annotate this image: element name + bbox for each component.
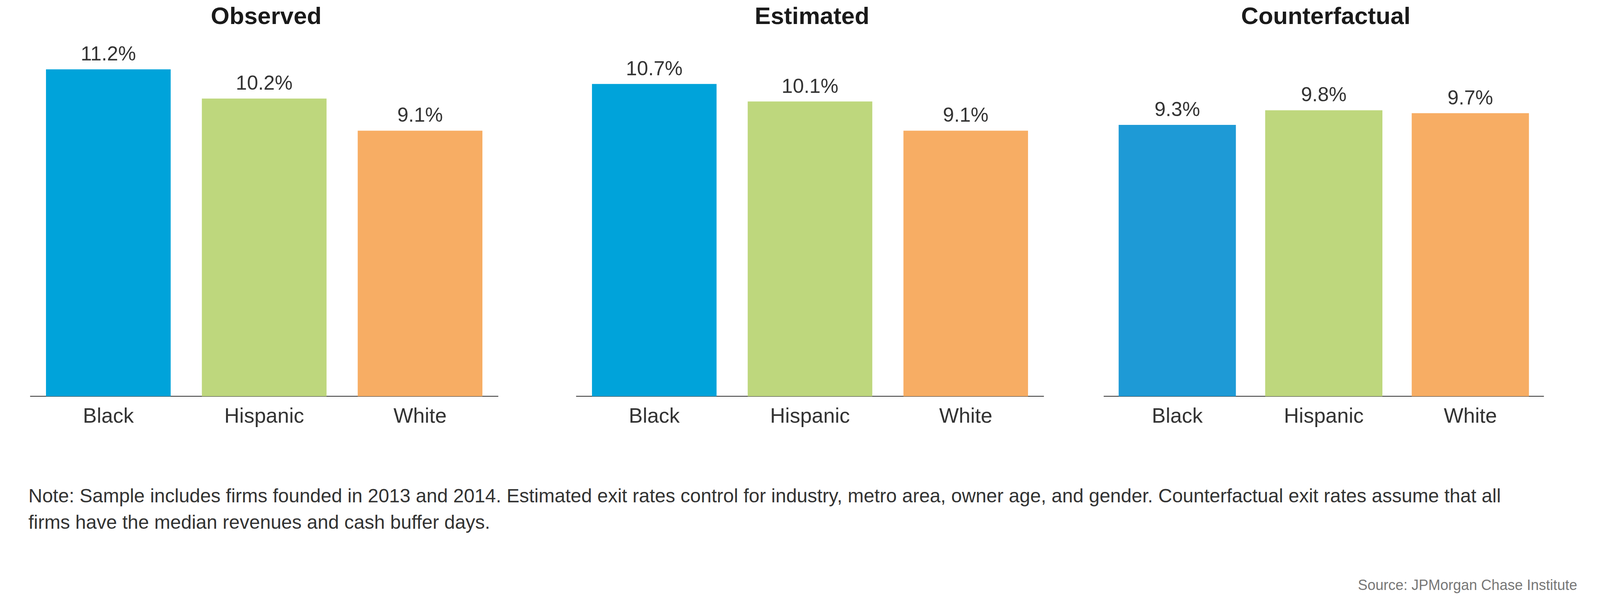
svg-text:Estimated: Estimated [754,2,870,30]
svg-text:Black: Black [628,403,680,427]
svg-text:Hispanic: Hispanic [770,403,850,427]
svg-text:White: White [939,403,993,427]
svg-text:Hispanic: Hispanic [224,403,304,427]
svg-text:9.3%: 9.3% [1154,98,1200,121]
svg-text:10.1%: 10.1% [781,74,839,98]
svg-text:Black: Black [82,403,134,427]
svg-text:Black: Black [1152,403,1204,427]
svg-text:Counterfactual: Counterfactual [1241,2,1411,30]
svg-text:9.1%: 9.1% [942,103,989,126]
svg-text:11.2%: 11.2% [80,42,136,65]
svg-text:10.7%: 10.7% [626,57,683,80]
svg-text:Hispanic: Hispanic [1284,403,1364,427]
svg-text:White: White [393,403,447,427]
svg-text:Note: Sample includes firms fo: Note: Sample includes firms founded in 2… [28,484,1506,506]
svg-text:10.2%: 10.2% [236,71,293,94]
svg-text:9.7%: 9.7% [1447,86,1494,109]
svg-text:9.8%: 9.8% [1301,83,1347,106]
svg-text:9.1%: 9.1% [397,103,443,126]
svg-text:Observed: Observed [210,2,322,30]
svg-text:firms have the median revenues: firms have the median revenues and cash … [28,511,490,533]
svg-text:White: White [1443,403,1497,427]
svg-text:Source: JPMorgan Chase Institu: Source: JPMorgan Chase Institute [1358,576,1578,593]
